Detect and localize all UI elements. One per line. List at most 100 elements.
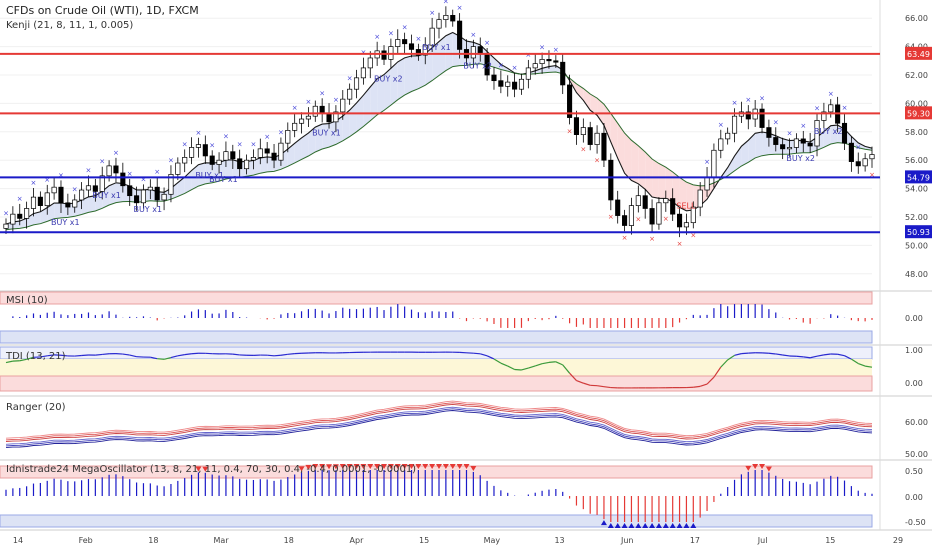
osc-overbought-marker bbox=[449, 464, 456, 469]
candle-body bbox=[319, 105, 325, 114]
tdi-line-segment bbox=[810, 355, 818, 359]
x-tick-label: Mar bbox=[214, 536, 230, 545]
signal-cross-marker: × bbox=[388, 30, 394, 38]
tdi-line-segment bbox=[823, 353, 831, 356]
candle-body bbox=[649, 208, 655, 225]
signal-cross-marker: × bbox=[443, 0, 449, 5]
candle-body bbox=[807, 142, 813, 147]
tdi-line-segment bbox=[851, 358, 859, 365]
tdi-line-segment bbox=[267, 354, 275, 357]
candle-body bbox=[512, 81, 518, 90]
ma-band-segment bbox=[576, 83, 584, 101]
msi-upper-zone bbox=[0, 291, 873, 305]
osc-oversold-marker bbox=[600, 520, 607, 526]
ma-band-segment bbox=[260, 156, 268, 174]
osc-overbought-marker bbox=[312, 464, 319, 469]
candle-body bbox=[72, 199, 78, 208]
candle-body bbox=[580, 127, 586, 135]
ma-band-segment bbox=[432, 41, 439, 81]
msi-pane[interactable] bbox=[0, 291, 873, 344]
tdi-line-segment bbox=[74, 354, 82, 357]
candle-body bbox=[532, 63, 538, 69]
oscillator-label: Idnistrade24 MegaOscillator (13, 8, 21, … bbox=[6, 464, 416, 475]
signal-label: BUY x1 bbox=[51, 218, 80, 227]
candle-body bbox=[800, 138, 806, 144]
candle-body bbox=[360, 67, 366, 79]
candle-body bbox=[793, 138, 799, 148]
x-tick-label: 15 bbox=[419, 536, 429, 545]
osc-overbought-marker bbox=[367, 464, 374, 469]
osc-overbought-marker bbox=[305, 464, 312, 470]
tdi-line-segment bbox=[500, 362, 508, 367]
tdi-line-segment bbox=[232, 353, 240, 356]
ma-band-segment bbox=[26, 213, 34, 228]
candle-body bbox=[443, 15, 449, 20]
level-badge bbox=[905, 106, 932, 120]
ma-band-segment bbox=[665, 167, 673, 202]
ranger-pane[interactable] bbox=[5, 400, 873, 449]
ma-band-segment bbox=[33, 211, 41, 225]
osc-oversold-marker bbox=[614, 523, 621, 528]
tdi-line-segment bbox=[287, 353, 295, 355]
signal-cross-marker: × bbox=[855, 144, 861, 152]
candle-body bbox=[395, 39, 401, 47]
ma-band-segment bbox=[734, 146, 742, 171]
ma-band-segment bbox=[329, 120, 336, 148]
candle-body bbox=[120, 172, 126, 187]
ma-band-segment bbox=[741, 140, 749, 167]
candle-body bbox=[642, 195, 648, 209]
candle-body bbox=[264, 148, 270, 154]
x-tick-label: 18 bbox=[284, 536, 294, 545]
candle-body bbox=[298, 118, 305, 124]
ma-band-segment bbox=[315, 124, 323, 153]
price-tick-label: 52.00 bbox=[905, 213, 928, 222]
signal-label: SELL bbox=[676, 202, 696, 211]
candle-body bbox=[855, 161, 861, 167]
candle-body bbox=[182, 157, 188, 164]
tdi-line-segment bbox=[603, 386, 611, 389]
candle-body bbox=[869, 154, 875, 160]
signal-cross-marker: × bbox=[745, 96, 751, 104]
osc-overbought-marker bbox=[394, 464, 401, 469]
ma-band-segment bbox=[267, 156, 275, 172]
x-tick-label: 15 bbox=[825, 536, 835, 545]
ma-band-segment bbox=[762, 132, 769, 156]
pane-tick-label: 1.00 bbox=[905, 346, 923, 355]
candle-body bbox=[285, 130, 291, 144]
tdi-line-segment bbox=[837, 353, 845, 357]
tdi-pane[interactable] bbox=[0, 346, 873, 392]
ma-band-segment bbox=[40, 207, 48, 224]
candle-body bbox=[539, 59, 545, 64]
price-pane[interactable]: × × × × × × × × × × × × × × × × × × × × × × × × × × × × × × × × × × × × × × × ×… bbox=[0, 0, 880, 248]
signal-label: BUY x2 bbox=[814, 127, 843, 136]
candle-body bbox=[195, 144, 201, 148]
signal-cross-marker: × bbox=[374, 33, 380, 41]
signal-cross-marker: × bbox=[498, 61, 504, 69]
ma-band-segment bbox=[624, 133, 632, 181]
candle-body bbox=[567, 84, 573, 118]
ma-band-segment bbox=[411, 55, 419, 92]
tdi-line-segment bbox=[177, 354, 185, 357]
signal-cross-marker: × bbox=[223, 132, 229, 140]
candle-body bbox=[477, 46, 483, 55]
tdi-line-segment bbox=[473, 352, 481, 355]
ma-band-segment bbox=[658, 163, 666, 199]
candle-body bbox=[601, 132, 607, 161]
signal-cross-marker: × bbox=[154, 168, 160, 176]
tdi-line-segment bbox=[548, 361, 556, 364]
osc-oversold-marker bbox=[676, 523, 683, 528]
ma-band-segment bbox=[583, 88, 591, 111]
oscillator-pane[interactable] bbox=[0, 464, 873, 528]
tdi-line-segment bbox=[768, 352, 776, 355]
pane-tick-label: 0.50 bbox=[905, 467, 923, 476]
ma-band-segment bbox=[342, 110, 350, 141]
ma-band-segment bbox=[219, 160, 226, 182]
tdi-line-segment bbox=[734, 353, 742, 356]
ranger-band-line bbox=[5, 410, 873, 449]
signal-label: BUY x2 bbox=[374, 74, 403, 83]
signal-cross-marker: × bbox=[759, 94, 765, 102]
pane-tick-label: 60.00 bbox=[905, 418, 928, 427]
ma-band-segment bbox=[713, 177, 721, 189]
pane-tick-label: 0.00 bbox=[905, 314, 923, 323]
tdi-line-segment bbox=[102, 353, 110, 356]
